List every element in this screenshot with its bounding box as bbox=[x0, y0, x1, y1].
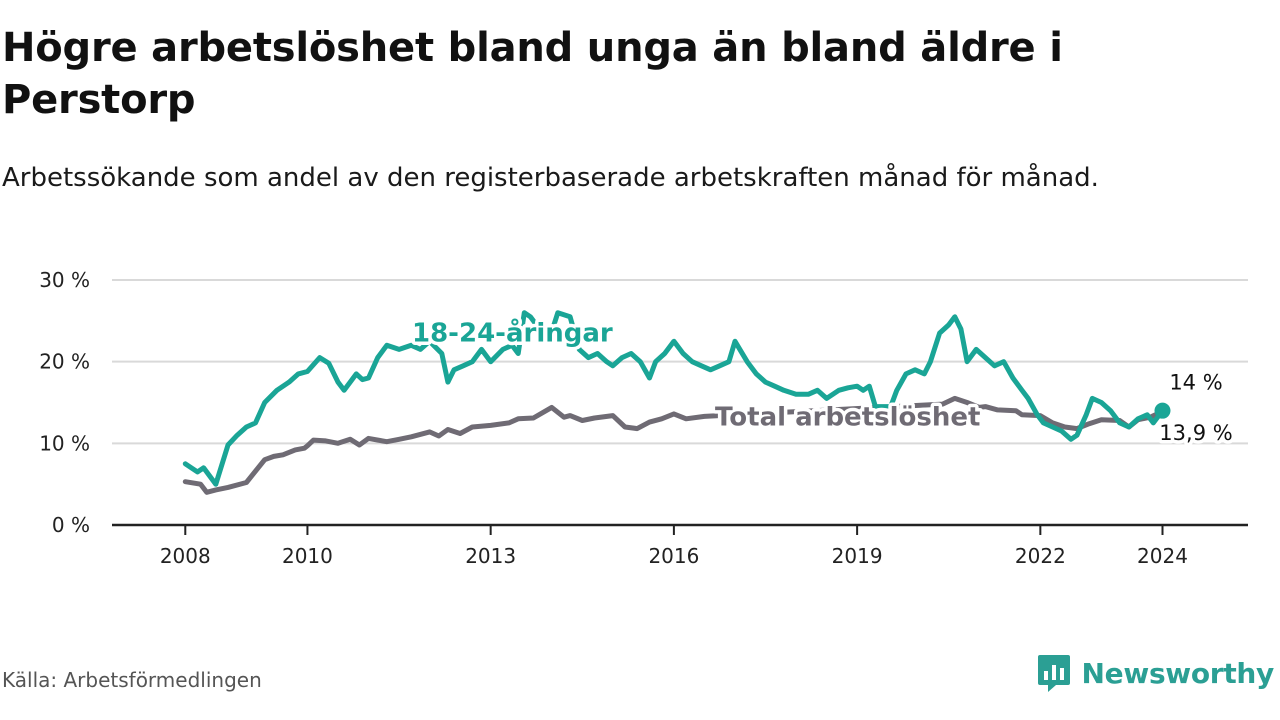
chart-subtitle: Arbetssökande som andel av den registerb… bbox=[2, 163, 1099, 193]
grid-lines bbox=[112, 279, 1248, 445]
youth-series-label: 18-24-åringar bbox=[412, 316, 613, 348]
x-tick-label: 2022 bbox=[1015, 544, 1066, 568]
total-series-line bbox=[182, 395, 1165, 495]
total-series-label-halo: Total arbetslöshet bbox=[715, 402, 980, 432]
youth-series-label-halo: 18-24-åringar bbox=[412, 316, 613, 348]
x-tick-label: 2016 bbox=[648, 544, 699, 568]
y-tick-label: 0 % bbox=[52, 513, 90, 537]
x-tick-label: 2019 bbox=[832, 544, 883, 568]
y-tick-label: 10 % bbox=[39, 431, 90, 455]
x-axis-ticks: 2008 2010 2013 2016 2019 2022 2024 bbox=[112, 523, 1248, 568]
line-chart: 0 % 10 % 20 % 30 % 2008 2010 2013 2016 2019 2022… bbox=[39, 268, 1248, 568]
source-note: Källa: Arbetsförmedlingen bbox=[2, 668, 262, 692]
brand-logo: Newsworthy bbox=[1036, 653, 1274, 693]
total-series-label: Total arbetslöshet bbox=[715, 402, 980, 432]
series-lines bbox=[182, 310, 1171, 495]
chart-title: Högre arbetslöshet bland unga än bland ä… bbox=[2, 25, 1063, 123]
brand-name: Newsworthy bbox=[1081, 656, 1275, 690]
youth-end-value-label-halo: 14 % bbox=[1169, 370, 1222, 394]
youth-series-line bbox=[182, 310, 1165, 487]
y-tick-label: 30 % bbox=[39, 268, 90, 292]
x-tick-label: 2008 bbox=[160, 544, 211, 568]
x-tick-label: 2024 bbox=[1137, 544, 1188, 568]
x-tick-label: 2010 bbox=[282, 544, 333, 568]
total-end-value-label-halo: 13,9 % bbox=[1159, 421, 1232, 445]
y-axis-ticks: 0 % 10 % 20 % 30 % bbox=[39, 268, 90, 537]
y-tick-label: 20 % bbox=[39, 350, 90, 374]
total-end-value-label: 13,9 % bbox=[1159, 421, 1232, 445]
youth-end-point bbox=[1154, 402, 1171, 419]
youth-end-value-label: 14 % bbox=[1169, 370, 1222, 394]
x-tick-label: 2013 bbox=[465, 544, 516, 568]
newsworthy-logo-icon bbox=[1037, 655, 1070, 692]
